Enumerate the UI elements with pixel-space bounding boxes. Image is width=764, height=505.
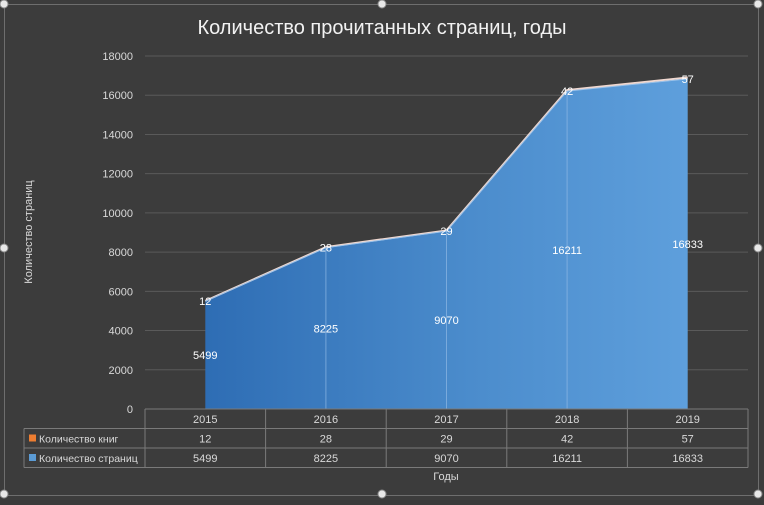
resize-handle[interactable]: [377, 0, 387, 9]
y-axis-title: Количество страниц: [23, 180, 35, 284]
table-cell: 16833: [672, 453, 703, 465]
resize-handle[interactable]: [0, 489, 9, 499]
table-cell: 42: [561, 434, 573, 446]
pages-data-label: 5499: [193, 350, 217, 362]
table-cell: 8225: [314, 453, 338, 465]
x-axis-title: Годы: [433, 471, 459, 483]
pages-data-label: 16211: [552, 245, 582, 257]
books-data-label: 29: [440, 226, 452, 238]
y-tick-label: 8000: [109, 247, 133, 259]
resize-handle[interactable]: [753, 489, 763, 499]
table-cell: 57: [682, 434, 694, 446]
x-category-label: 2015: [193, 414, 217, 426]
books-data-label: 28: [320, 243, 332, 255]
table-cell: 9070: [434, 453, 458, 465]
legend-label: Количество страниц: [39, 453, 138, 465]
resize-handle[interactable]: [0, 0, 9, 9]
x-category-label: 2016: [314, 414, 338, 426]
books-data-label: 57: [682, 74, 694, 86]
y-tick-label: 14000: [102, 129, 133, 141]
resize-handle[interactable]: [377, 489, 387, 499]
resize-handle[interactable]: [753, 243, 763, 253]
table-cell: 5499: [193, 453, 217, 465]
x-category-label: 2018: [555, 414, 579, 426]
y-tick-label: 4000: [109, 326, 133, 338]
y-tick-label: 2000: [109, 365, 133, 377]
table-cell: 28: [320, 434, 332, 446]
y-tick-label: 10000: [102, 208, 133, 220]
y-tick-label: 18000: [102, 51, 133, 63]
pages-data-label: 16833: [672, 239, 703, 251]
pages-edge: [205, 78, 688, 302]
pages-data-label: 9070: [434, 315, 458, 327]
resize-handle[interactable]: [0, 243, 9, 253]
x-category-label: 2019: [675, 414, 699, 426]
legend-key: [29, 434, 36, 442]
resize-handle[interactable]: [753, 0, 763, 9]
legend-label: Количество книг: [39, 434, 119, 446]
y-tick-label: 12000: [102, 169, 133, 181]
legend-key: [29, 454, 36, 461]
table-cell: 16211: [552, 453, 582, 465]
x-category-label: 2017: [434, 414, 458, 426]
y-tick-label: 16000: [102, 90, 133, 102]
books-data-label: 42: [561, 86, 573, 98]
pages-data-label: 8225: [314, 323, 338, 335]
y-tick-label: 0: [127, 404, 133, 416]
books-data-label: 12: [199, 296, 211, 308]
chart-title: Количество прочитанных страниц, годы: [197, 17, 566, 39]
table-cell: 29: [440, 434, 452, 446]
y-tick-label: 6000: [109, 286, 133, 298]
table-cell: 12: [199, 434, 211, 446]
